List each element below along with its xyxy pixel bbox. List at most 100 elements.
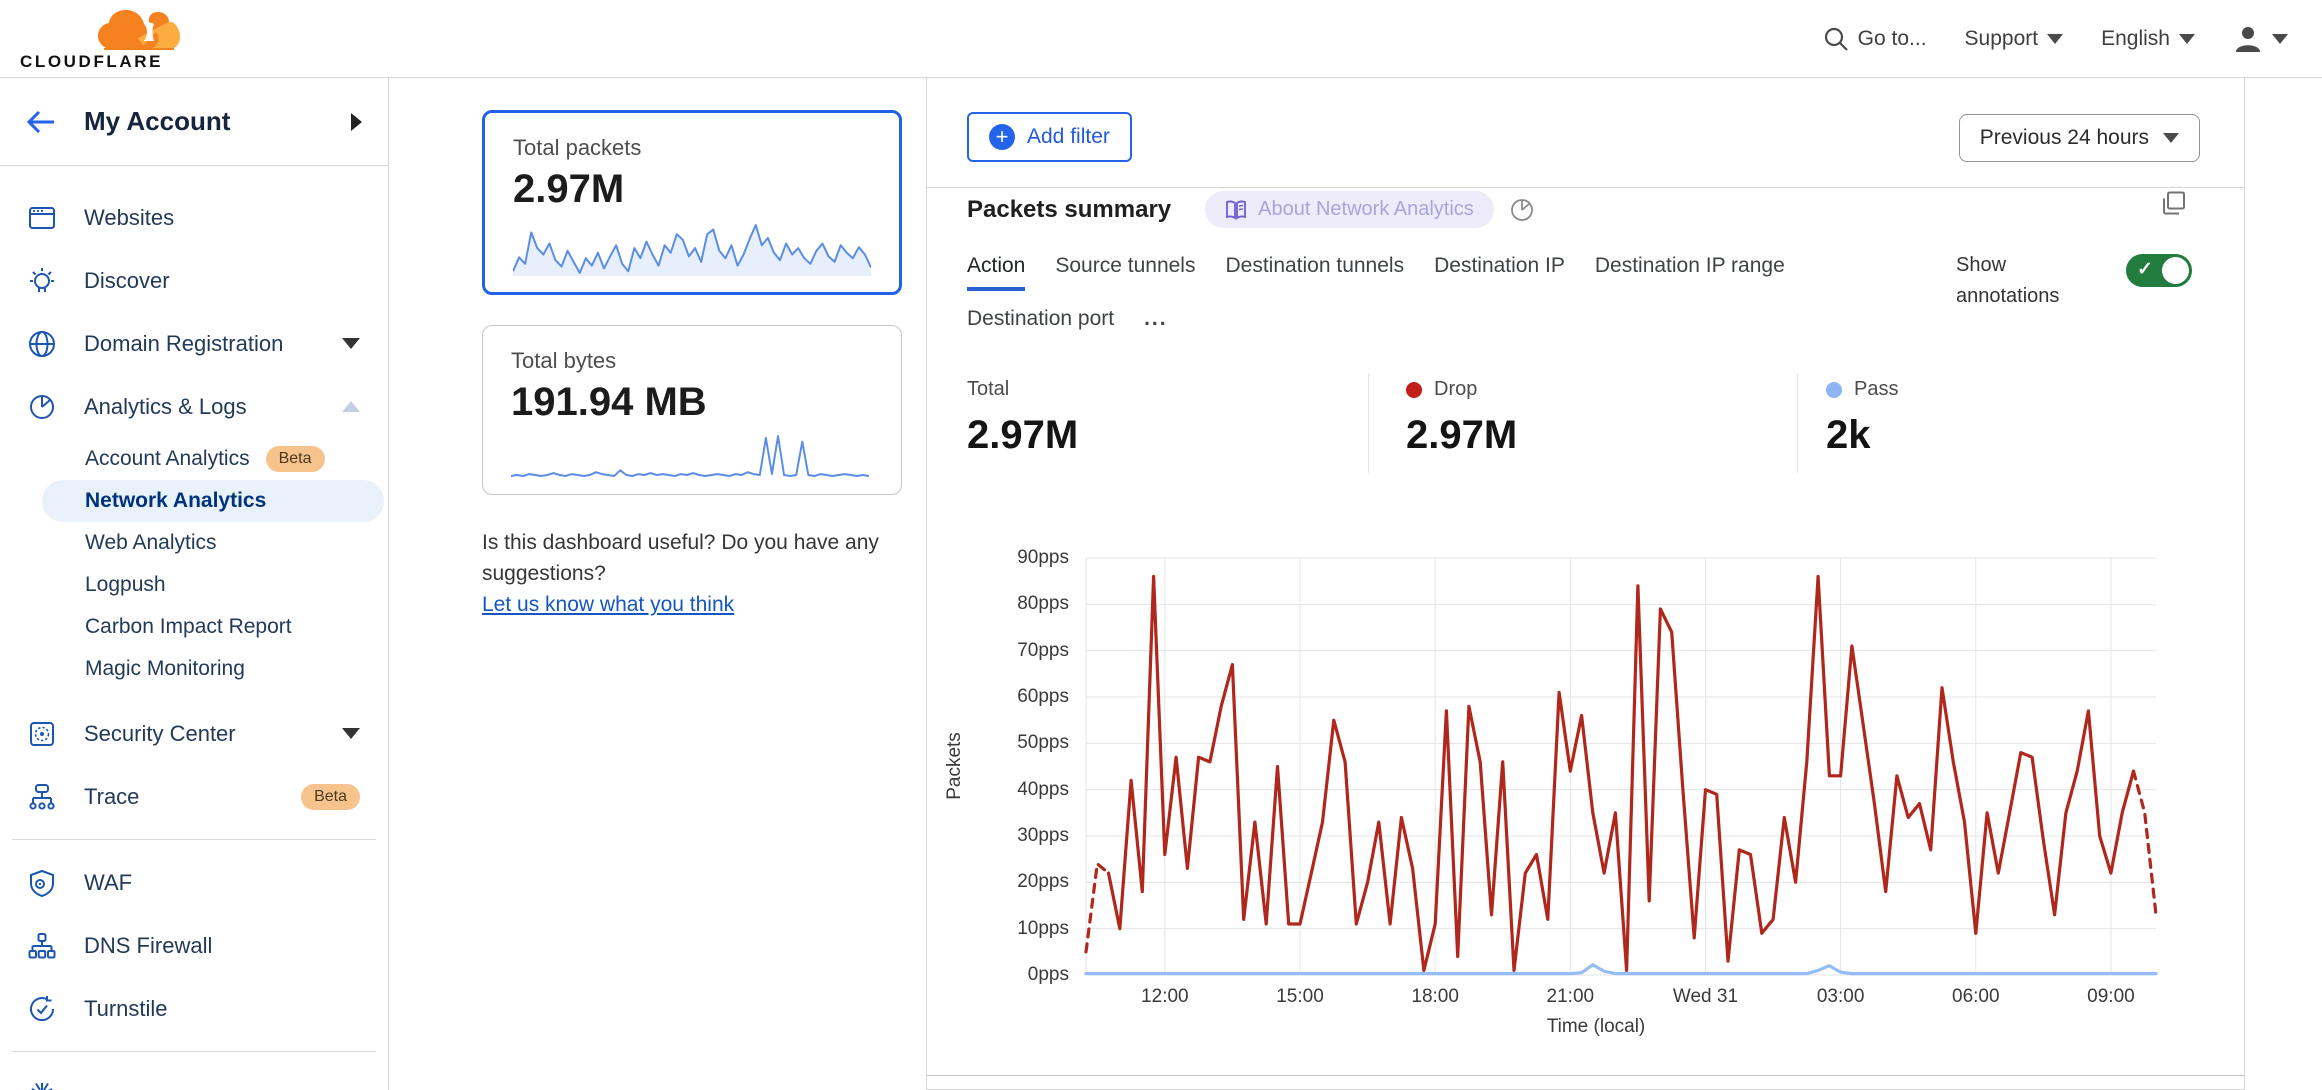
card-label: Total packets — [513, 135, 642, 160]
sidebar-item-label: Turnstile — [84, 995, 168, 1021]
packets-chart — [1084, 557, 2158, 976]
dns-firewall-icon — [28, 932, 56, 958]
sidebar-item-network-analytics[interactable]: Network Analytics — [42, 480, 384, 522]
tab-destination-tunnels[interactable]: Destination tunnels — [1225, 254, 1405, 277]
sidebar-item-web-analytics[interactable]: Web Analytics — [0, 522, 388, 564]
book-icon — [1226, 200, 1247, 220]
sidebar-item-dns-firewall[interactable]: DNS Firewall — [0, 914, 388, 977]
account-title: My Account — [84, 106, 231, 136]
about-badge-label: About Network Analytics — [1258, 198, 1474, 220]
stat-value: 2k — [1826, 413, 1871, 457]
sidebar-divider — [12, 1051, 376, 1052]
add-filter-button[interactable]: + Add filter — [967, 112, 1132, 162]
sidebar-item-waf[interactable]: WAF — [0, 851, 388, 914]
sidebar-item-label: Websites — [84, 204, 175, 230]
check-icon: ✓ — [2137, 259, 2153, 280]
feedback-line1: Is this dashboard useful? Do you have an… — [482, 531, 879, 554]
goto-search[interactable]: Go to... — [1823, 26, 1927, 52]
user-menu[interactable] — [2233, 24, 2288, 54]
sidebar-subitem-label: Logpush — [85, 573, 166, 596]
sidebar-item-turnstile[interactable]: Turnstile — [0, 977, 388, 1040]
sidebar-item-analytics-logs[interactable]: Analytics & Logs — [0, 375, 388, 438]
cloudflare-logo[interactable]: CLOUDFLARE — [18, 4, 188, 74]
sidebar-subitem-label: Network Analytics — [85, 489, 267, 512]
globe-icon — [29, 330, 55, 357]
chevron-down-icon — [2163, 133, 2179, 143]
about-network-analytics-badge[interactable]: About Network Analytics — [1205, 191, 1494, 228]
panel-title: Packets summary — [967, 195, 1172, 223]
stat-divider — [1797, 373, 1798, 473]
support-label: Support — [1964, 27, 2039, 50]
analytics-pie-icon — [30, 394, 54, 419]
language-label: English — [2101, 27, 2170, 50]
beta-badge: Beta — [301, 783, 360, 810]
waf-shield-icon — [30, 869, 54, 897]
card-value: 191.94 MB — [511, 380, 707, 424]
sidebar-divider — [12, 839, 376, 840]
sidebar-item-partial[interactable] — [0, 1063, 388, 1090]
feedback-block: Is this dashboard useful? Do you have an… — [482, 527, 902, 620]
stat-pass: Pass 2k — [1826, 378, 1898, 458]
sidebar-item-trace[interactable]: Trace Beta — [0, 765, 388, 828]
show-annotations-toggle[interactable]: ✓ — [2126, 254, 2192, 287]
tab-source-tunnels[interactable]: Source tunnels — [1055, 254, 1196, 277]
cloudflare-cloud-icon — [98, 10, 180, 50]
sidebar-item-account-analytics[interactable]: Account Analytics Beta — [0, 438, 388, 480]
security-center-icon — [30, 721, 54, 746]
sidebar-item-label: Analytics & Logs — [84, 393, 247, 419]
packets-summary-tabs: Action Source tunnels Destination tunnel… — [967, 254, 1867, 344]
chevron-up-icon — [342, 401, 360, 412]
sidebar-item-logpush[interactable]: Logpush — [0, 564, 388, 606]
language-menu[interactable]: English — [2101, 27, 2195, 51]
card-value: 2.97M — [513, 167, 625, 211]
feedback-link[interactable]: Let us know what you think — [482, 593, 735, 616]
sidebar-item-label: DNS Firewall — [84, 932, 213, 958]
tab-destination-ip-range[interactable]: Destination IP range — [1594, 254, 1785, 277]
tab-destination-ip[interactable]: Destination IP — [1434, 254, 1565, 277]
show-annotations-label: Show annotations — [1956, 254, 2060, 307]
stat-total: Total 2.97M — [967, 378, 1078, 458]
sidebar-item-domain-registration[interactable]: Domain Registration — [0, 312, 388, 375]
browser-icon — [29, 206, 55, 229]
sidebar-subitem-label: Web Analytics — [85, 531, 217, 554]
tab-action[interactable]: Action — [967, 254, 1026, 291]
time-range-dropdown[interactable]: Previous 24 hours — [1958, 114, 2200, 162]
panel-title-row: Packets summary About Network Analytics — [967, 191, 1534, 228]
stat-label: Total — [967, 378, 1010, 400]
more-tabs-button[interactable]: ... — [1144, 307, 1168, 330]
sidebar-item-websites[interactable]: Websites — [0, 186, 388, 249]
plus-icon: + — [989, 124, 1015, 150]
feedback-line2: suggestions? — [482, 562, 606, 585]
search-icon — [1824, 27, 1848, 51]
main-content: + Add filter Previous 24 hours Packets s… — [926, 78, 2245, 1090]
cloudflare-wordmark: CLOUDFLARE — [20, 52, 164, 71]
pie-chart-icon[interactable] — [1510, 198, 1534, 222]
x-axis-labels: 12:00 15:00 18:00 21:00 Wed 31 03:00 06:00 09:0… — [1141, 986, 2135, 1007]
sidebar-item-carbon-impact-report[interactable]: Carbon Impact Report — [0, 606, 388, 648]
back-arrow-icon[interactable] — [26, 109, 56, 135]
sidebar-item-label: Trace — [84, 783, 140, 809]
sidebar-item-security-center[interactable]: Security Center — [0, 702, 388, 765]
chevron-down-icon — [342, 338, 360, 349]
toolbar-divider — [927, 187, 2244, 188]
sidebar-item-magic-monitoring[interactable]: Magic Monitoring — [0, 648, 388, 690]
beta-badge: Beta — [265, 446, 325, 472]
expand-panel-icon[interactable] — [2161, 190, 2187, 216]
stat-drop: Drop 2.97M — [1406, 378, 1517, 458]
sidebar: My Account Websites — [0, 78, 389, 1090]
sidebar-item-label: Security Center — [84, 720, 236, 746]
sidebar-item-discover[interactable]: Discover — [0, 249, 388, 312]
total-packets-sparkline — [512, 224, 872, 276]
packets-chart-svg — [1084, 557, 2158, 976]
next-panel-top-edge — [927, 1082, 2244, 1090]
tab-destination-port[interactable]: Destination port — [967, 307, 1115, 330]
stat-value: 2.97M — [967, 413, 1079, 457]
support-menu[interactable]: Support — [1965, 27, 2064, 51]
chevron-right-icon[interactable] — [351, 112, 362, 131]
lightbulb-icon — [30, 267, 54, 292]
chevron-down-icon — [2047, 34, 2064, 44]
total-packets-card[interactable]: Total packets 2.97M — [482, 110, 902, 295]
toggle-knob — [2162, 257, 2189, 284]
total-bytes-card[interactable]: Total bytes 191.94 MB — [482, 325, 902, 495]
